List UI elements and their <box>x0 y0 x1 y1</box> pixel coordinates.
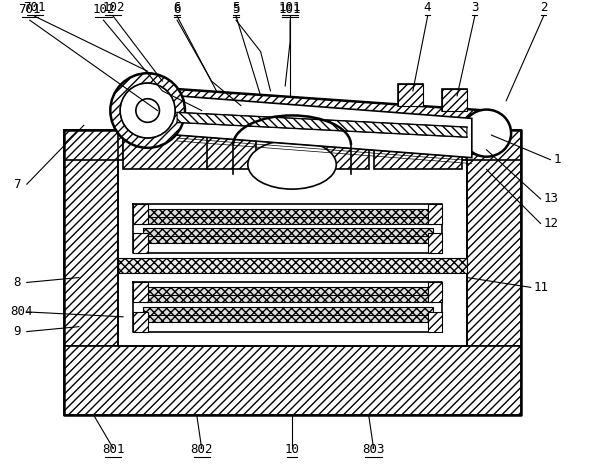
Text: 6: 6 <box>173 1 181 14</box>
Ellipse shape <box>248 140 336 189</box>
Text: 102: 102 <box>102 1 124 14</box>
Bar <box>123 130 211 170</box>
Bar <box>398 84 422 106</box>
Bar <box>143 287 432 302</box>
Bar <box>373 130 462 170</box>
Text: 803: 803 <box>362 443 385 456</box>
Text: 802: 802 <box>191 443 213 456</box>
Text: 801: 801 <box>102 443 124 456</box>
Text: 101: 101 <box>279 3 301 16</box>
Circle shape <box>110 73 185 148</box>
Circle shape <box>136 99 159 122</box>
Bar <box>428 283 442 302</box>
Bar <box>64 130 118 346</box>
Text: 10: 10 <box>284 443 300 456</box>
Text: 11: 11 <box>534 281 549 294</box>
Bar <box>428 204 442 224</box>
Bar <box>64 130 123 160</box>
Text: 9: 9 <box>13 325 21 338</box>
Bar <box>64 346 521 415</box>
Bar <box>428 233 442 253</box>
Bar <box>143 209 432 224</box>
Bar <box>133 312 148 332</box>
Bar <box>462 130 521 160</box>
Text: 12: 12 <box>543 217 559 230</box>
Text: 101: 101 <box>279 1 301 14</box>
Bar <box>398 84 422 106</box>
Polygon shape <box>177 96 472 158</box>
Bar <box>133 204 148 224</box>
Text: 5: 5 <box>232 1 240 14</box>
Bar <box>428 312 442 332</box>
Text: 701: 701 <box>24 1 46 14</box>
Text: 1: 1 <box>553 153 561 166</box>
Text: 7: 7 <box>13 178 21 191</box>
Bar <box>206 130 255 170</box>
Bar <box>143 228 432 243</box>
Text: 8: 8 <box>13 276 21 289</box>
Bar <box>442 89 467 110</box>
Text: 6: 6 <box>173 3 181 16</box>
Circle shape <box>120 83 175 138</box>
Text: 5: 5 <box>232 3 240 16</box>
Text: 2: 2 <box>540 1 548 14</box>
Bar <box>467 130 521 346</box>
Bar <box>118 258 467 273</box>
Polygon shape <box>177 112 467 137</box>
Ellipse shape <box>462 109 511 157</box>
Bar <box>320 130 369 170</box>
Text: 102: 102 <box>92 3 114 16</box>
Bar <box>143 307 432 322</box>
Text: 13: 13 <box>543 192 559 205</box>
Polygon shape <box>133 86 487 155</box>
Text: 804: 804 <box>10 305 32 319</box>
Bar <box>133 283 148 302</box>
Text: 4: 4 <box>424 1 431 14</box>
Text: 701: 701 <box>18 3 41 16</box>
Text: 3: 3 <box>471 1 478 14</box>
Bar <box>442 89 467 110</box>
Bar <box>133 233 148 253</box>
